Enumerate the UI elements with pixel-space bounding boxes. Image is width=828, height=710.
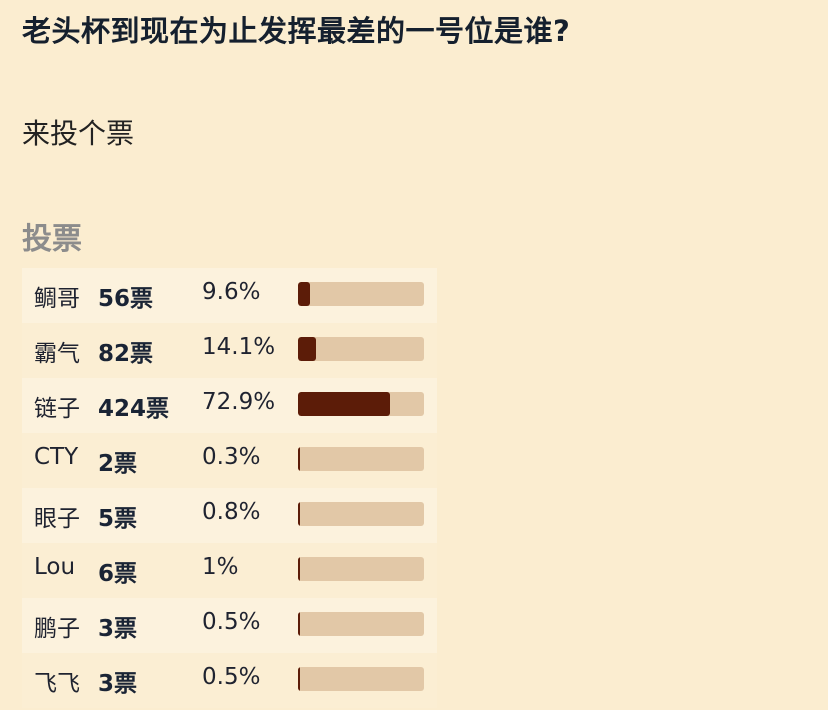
option-bar-track	[298, 337, 424, 361]
option-percent: 1%	[202, 554, 239, 580]
option-name: 飞飞	[34, 671, 80, 697]
option-percent: 0.8%	[202, 499, 261, 525]
option-bar-track	[298, 557, 424, 581]
option-bar-track	[298, 282, 424, 306]
option-votes: 424票	[98, 396, 170, 422]
option-votes: 56票	[98, 286, 154, 312]
option-name: 霸气	[34, 341, 80, 367]
poll-options: 鲷哥 56票 9.6% 霸气 82票 14.1% 链子 424票 72.9% C…	[22, 268, 437, 708]
option-percent: 0.5%	[202, 609, 261, 635]
option-bar-fill	[298, 337, 316, 361]
option-bar-fill	[298, 502, 300, 526]
option-name: Lou	[34, 554, 76, 580]
option-percent: 14.1%	[202, 334, 276, 360]
option-name: 链子	[34, 396, 80, 422]
option-bar-fill	[298, 557, 300, 581]
poll-option[interactable]: 鲷哥 56票 9.6%	[22, 268, 437, 323]
option-votes: 3票	[98, 671, 138, 697]
option-percent: 0.3%	[202, 444, 261, 470]
poll-option[interactable]: 霸气 82票 14.1%	[22, 323, 437, 378]
option-percent: 9.6%	[202, 279, 261, 305]
poll-description: 来投个票	[22, 117, 135, 150]
poll-option[interactable]: 眼子 5票 0.8%	[22, 488, 437, 543]
option-votes: 82票	[98, 341, 154, 367]
option-percent: 0.5%	[202, 664, 261, 690]
option-bar-fill	[298, 667, 300, 691]
poll-option[interactable]: 飞飞 3票 0.5%	[22, 653, 437, 708]
option-votes: 6票	[98, 561, 138, 587]
option-bar-track	[298, 667, 424, 691]
option-bar-fill	[298, 612, 300, 636]
option-votes: 2票	[98, 451, 138, 477]
option-votes: 3票	[98, 616, 138, 642]
poll-option[interactable]: 链子 424票 72.9%	[22, 378, 437, 433]
option-name: 鹏子	[34, 616, 80, 642]
poll-heading: 投票	[22, 222, 82, 257]
option-bar-fill	[298, 282, 311, 306]
poll-option[interactable]: 鹏子 3票 0.5%	[22, 598, 437, 653]
option-name: CTY	[34, 444, 79, 470]
poll-option[interactable]: Lou 6票 1%	[22, 543, 437, 598]
option-bar-track	[298, 502, 424, 526]
option-bar-track	[298, 447, 424, 471]
poll-option[interactable]: CTY 2票 0.3%	[22, 433, 437, 488]
option-bar-track	[298, 392, 424, 416]
page-title: 老头杯到现在为止发挥最差的一号位是谁?	[22, 14, 571, 48]
option-name: 鲷哥	[34, 286, 80, 312]
option-bar-fill	[298, 447, 300, 471]
option-votes: 5票	[98, 506, 138, 532]
option-bar-fill	[298, 392, 390, 416]
option-percent: 72.9%	[202, 389, 276, 415]
option-bar-track	[298, 612, 424, 636]
option-name: 眼子	[34, 506, 80, 532]
